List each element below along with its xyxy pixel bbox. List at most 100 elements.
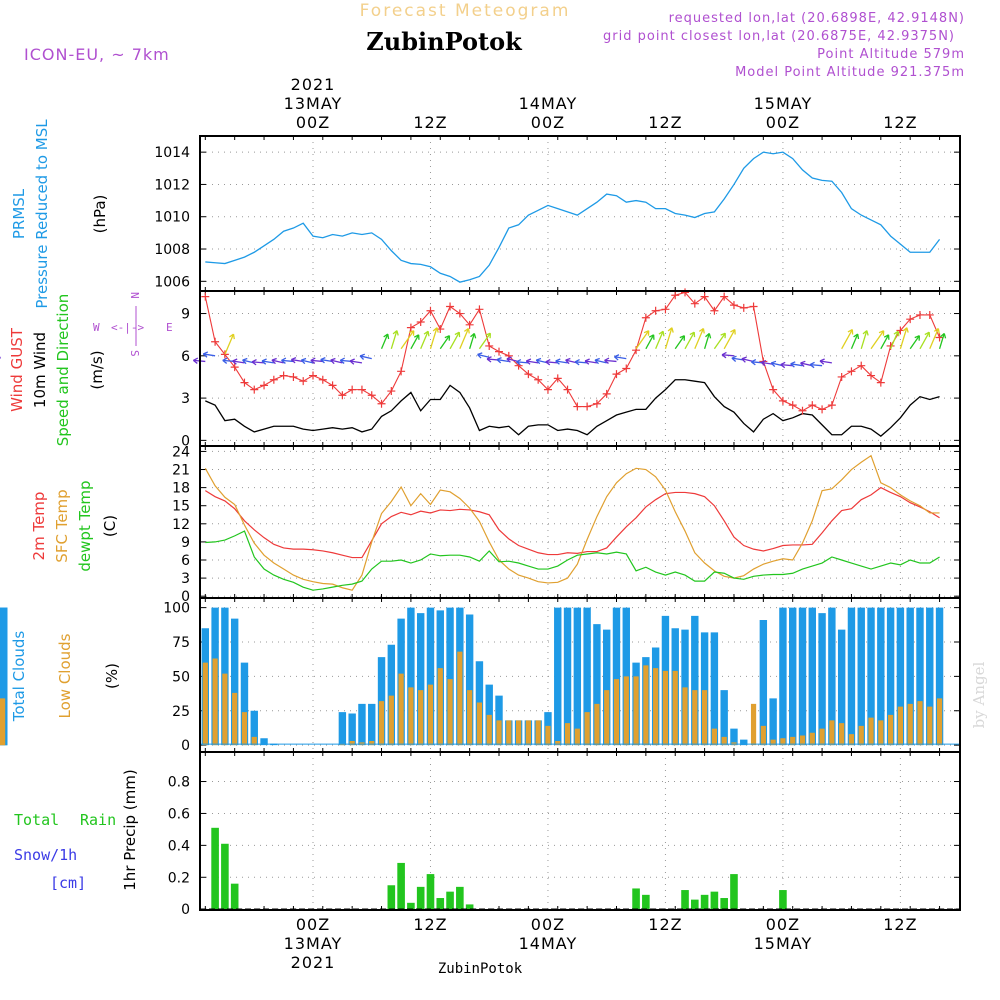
wind-gust-marker [847,367,856,376]
y-tick-label: 1012 [154,177,190,193]
wind-direction-arrowhead [330,357,336,365]
wind-gust-marker [592,399,601,408]
wind-direction-arrow [721,354,735,357]
wind-direction-arrow [429,327,438,349]
wind-direction-arrowhead [878,330,885,336]
wind-direction-arrow [938,333,945,349]
rain-bar [426,874,435,910]
bottom-time-label: 00Z [766,915,800,934]
wind-direction-arrowhead [242,357,248,365]
total-cloud-bar [926,607,934,746]
total-cloud-bar [877,607,885,746]
wind-direction-arrowhead [383,333,390,340]
wind-gust-marker [681,288,690,297]
wind-direction-arrow [731,357,744,361]
y-tick-label: 50 [172,669,190,685]
precip-rain-label: Rain [80,811,116,829]
wind-direction-arrowhead [408,330,415,336]
rain-bar [416,886,425,910]
bottom-time-label: 12Z [648,915,682,934]
wind-gust-marker [769,385,778,394]
wind-direction-arrowhead [432,327,439,333]
total-cloud-bar [368,703,376,746]
wind10m-label: 10m Wind [31,332,49,408]
low-cloud-bar [878,720,884,746]
wind-direction-arrow [780,363,793,367]
wind-direction-arrow [400,330,415,350]
wind-direction-arrow [870,330,885,350]
wind-direction-arrow [320,358,333,363]
wind-gust-marker [778,396,787,405]
total-cloud-bar [583,607,591,746]
wind-direction-arrowhead [893,330,900,337]
wind-gust-marker [485,341,494,350]
wind-direction-arrow [310,359,323,363]
bottom-time-label: 00Z [531,915,565,934]
dewpt-label: dewpt Temp [76,480,94,571]
y-tick-label: 0.8 [168,775,190,791]
wind-direction-arrowhead [658,330,665,337]
clouds-panel: 0 25 50 75 100 [0,597,961,754]
temperature-plot-area [200,446,960,598]
wind-direction-arrow [410,334,420,350]
low-cloud-bar [388,695,394,746]
y-tick-label: 0 [181,902,190,918]
wind-direction-arrow [526,360,539,364]
wind-direction-arrow [477,353,490,358]
low-cloud-bar [672,670,678,746]
y-tick-label: 1010 [154,210,190,226]
compass-arrows: <-|-> [111,321,144,334]
low-cloud-bar [545,725,551,746]
temp2m-label: 2m Temp [30,492,48,561]
precip-snow-unit-label: [cm] [50,874,86,892]
y-tick-label: 0.2 [168,870,190,886]
wind-direction-arrow [790,363,803,367]
wind-direction-arrow [224,333,235,355]
wind-gust-marker [299,377,308,386]
wind-gust-marker [309,371,317,380]
rain-bar [436,898,445,910]
temperature-panel: 0 3 6 9 12 15 18 21 24 [172,444,961,605]
wind-direction-arrow [359,355,372,360]
wind-direction-arrowhead [516,358,522,366]
low-cloud-bar [799,735,806,746]
rain-bar [691,899,699,910]
wind-direction-arrowhead [506,356,512,363]
low-cloud-bar [378,701,385,746]
rain-bar [230,883,239,910]
y-tick-label: 75 [172,635,190,651]
wind-direction-arrowhead [359,353,365,360]
rain-bar [779,890,787,910]
wind-direction-arrowhead [698,327,705,334]
wind-direction-arrow [281,359,294,363]
low-cloud-bar [251,736,257,746]
wind-direction-arrow [810,363,823,367]
wind-direction-arrow [604,359,617,363]
low-cloud-bar [584,712,590,746]
low-cloud-bar [564,723,571,746]
wind-direction-arrowhead [741,356,747,363]
y-tick-label: 0.4 [168,838,190,854]
temp-2m-line [204,486,940,559]
wind-direction-arrow [674,335,685,350]
top-time-label: 15MAY [754,94,813,113]
low-cloud-bar [427,684,434,746]
wind-direction-arrowhead [271,357,277,365]
wind-direction-arrowhead [847,328,854,335]
wind-gust-marker [387,387,396,396]
wind-gust-marker [573,402,582,411]
prmsl-desc-label: Pressure Reduced to MSL [33,119,51,309]
y-tick-label: 100 [163,601,190,617]
total-cloud-bar [593,624,601,746]
total-cloud-bar [730,728,738,746]
wind-gust-marker [446,302,455,311]
total-cloud-bar [769,698,777,746]
wind-direction-arrow [478,332,491,350]
closest-point: grid point closest lon,lat (20.6875E, 42… [603,29,955,44]
wind-direction-arrowhead [721,351,727,359]
low-cloud-bar [486,714,492,746]
wind-direction-arrow [664,327,673,349]
wind-gust-marker [250,385,259,394]
low-cloud-bar [232,692,238,746]
